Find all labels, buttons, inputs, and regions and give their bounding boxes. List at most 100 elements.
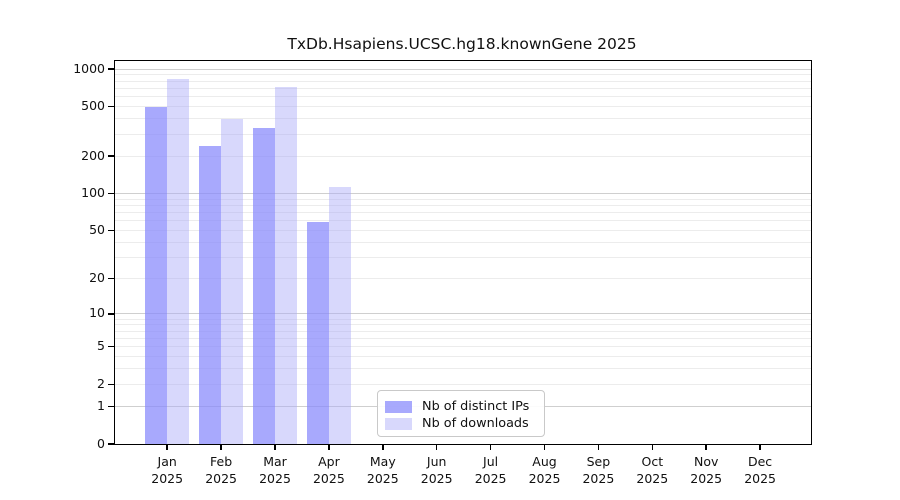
x-tick-year: 2025 xyxy=(420,470,453,486)
x-tick xyxy=(220,444,222,450)
x-tick xyxy=(166,444,168,450)
x-tick xyxy=(435,444,438,450)
x-tick-year: 2025 xyxy=(636,470,669,486)
x-tick-label-jan: Jan 2025 xyxy=(125,454,209,487)
gridline-minor xyxy=(115,118,811,120)
gridline-minor xyxy=(115,204,811,206)
x-tick-month: Aug xyxy=(532,454,557,469)
x-tick-label-feb: Feb 2025 xyxy=(179,454,263,487)
x-tick-month: Nov xyxy=(693,454,719,469)
bar-nb-of-downloads-apr xyxy=(328,187,351,444)
x-tick-label-apr: Apr 2025 xyxy=(287,454,371,487)
gridline-major xyxy=(115,68,811,70)
legend-swatch-downloads-icon xyxy=(385,417,412,430)
gridline-minor xyxy=(115,278,811,280)
x-tick-label-nov: Nov 2025 xyxy=(664,454,748,487)
gridline-minor xyxy=(115,230,811,232)
y-tick-label: 5 xyxy=(97,338,105,354)
x-tick-month: May xyxy=(369,454,396,469)
y-tick-label: 0 xyxy=(97,435,105,451)
gridline-minor xyxy=(115,133,811,135)
gridline-minor xyxy=(115,383,811,385)
x-tick-year: 2025 xyxy=(744,470,776,486)
gridline-minor xyxy=(115,212,811,214)
gridline-minor xyxy=(115,96,811,98)
gridline-minor xyxy=(115,87,811,89)
gridline-minor xyxy=(115,346,811,348)
gridline-minor xyxy=(115,241,811,243)
gridline-minor xyxy=(115,324,811,326)
x-tick-label-jul: Jul 2025 xyxy=(449,454,533,487)
x-tick-label-oct: Oct 2025 xyxy=(610,454,694,487)
y-tick xyxy=(108,443,115,445)
gridline-minor xyxy=(115,155,811,157)
y-tick-label: 1 xyxy=(97,397,105,413)
y-tick-label: 10 xyxy=(89,305,105,321)
y-tick-label: 100 xyxy=(81,184,105,200)
gridline-minor xyxy=(115,330,811,332)
gridline-minor xyxy=(115,337,811,339)
legend-label-downloads: Nb of downloads xyxy=(422,416,529,431)
x-tick-year: 2025 xyxy=(259,470,291,486)
legend-item-downloads: Nb of downloads xyxy=(385,415,544,432)
y-tick xyxy=(108,313,115,315)
x-tick-label-dec: Dec 2025 xyxy=(718,454,802,487)
legend-item-distinct-ips: Nb of distinct IPs xyxy=(385,398,544,415)
x-tick-label-sep: Sep 2025 xyxy=(556,454,640,487)
plot-area: 0 1 2 5 10 20 50 100 200 500 1000 Jan 2025 Feb 2025 Mar… xyxy=(73,60,812,486)
x-tick-label-may: May 2025 xyxy=(341,454,425,487)
y-tick-label: 2 xyxy=(97,375,105,391)
x-tick-label-jun: Jun 2025 xyxy=(395,454,479,487)
y-tick xyxy=(108,277,115,280)
y-tick-label: 50 xyxy=(89,222,105,238)
bar-nb-of-distinct-ips-mar xyxy=(253,128,275,444)
x-tick xyxy=(705,444,707,450)
x-tick xyxy=(759,444,761,450)
bar-nb-of-distinct-ips-apr xyxy=(307,221,329,444)
x-tick-year: 2025 xyxy=(690,470,723,486)
y-tick xyxy=(108,68,115,70)
x-tick xyxy=(382,444,384,450)
x-tick-month: Jan xyxy=(157,454,177,469)
bar-nb-of-distinct-ips-feb xyxy=(199,146,222,444)
gridline-minor xyxy=(115,356,811,358)
gridline-minor xyxy=(115,74,811,76)
x-tick xyxy=(651,444,654,450)
y-tick xyxy=(108,405,115,408)
y-tick-label: 200 xyxy=(81,147,105,163)
y-tick xyxy=(108,383,115,386)
gridline-minor xyxy=(115,106,811,108)
bar-nb-of-downloads-feb xyxy=(221,118,243,444)
legend: Nb of distinct IPs Nb of downloads xyxy=(377,390,545,437)
x-tick-month: Dec xyxy=(747,454,773,469)
x-tick-label-aug: Aug 2025 xyxy=(503,454,587,487)
y-tick xyxy=(108,105,115,108)
gridline-minor xyxy=(115,198,811,200)
gridline-major xyxy=(115,313,811,315)
y-tick-label: 1000 xyxy=(73,60,105,76)
x-tick-year: 2025 xyxy=(474,470,507,486)
legend-label-distinct-ips: Nb of distinct IPs xyxy=(422,399,530,414)
y-tick xyxy=(108,229,115,232)
x-tick-year: 2025 xyxy=(312,470,345,486)
x-tick-year: 2025 xyxy=(528,470,561,486)
x-tick-month: Sep xyxy=(586,454,611,469)
legend-swatch-distinct-ips-icon xyxy=(385,400,412,413)
x-tick-year: 2025 xyxy=(151,470,184,486)
y-tick-label: 500 xyxy=(81,98,105,114)
x-tick-month: Apr xyxy=(318,454,340,469)
x-tick xyxy=(274,444,276,450)
x-tick-month: Oct xyxy=(641,454,664,469)
bar-nb-of-downloads-jan xyxy=(167,79,189,444)
x-tick-month: Jul xyxy=(483,454,499,469)
x-tick-month: Mar xyxy=(263,454,287,469)
x-tick-year: 2025 xyxy=(366,470,399,486)
gridline-minor xyxy=(115,220,811,222)
bar-nb-of-distinct-ips-jan xyxy=(145,106,168,444)
y-tick-label: 20 xyxy=(89,270,105,286)
x-tick xyxy=(597,444,600,450)
chart-title: TxDb.Hsapiens.UCSC.hg18.knownGene 2025 xyxy=(287,35,637,53)
gridline-minor xyxy=(115,257,811,259)
x-tick xyxy=(489,444,492,450)
x-tick-month: Feb xyxy=(210,454,233,469)
